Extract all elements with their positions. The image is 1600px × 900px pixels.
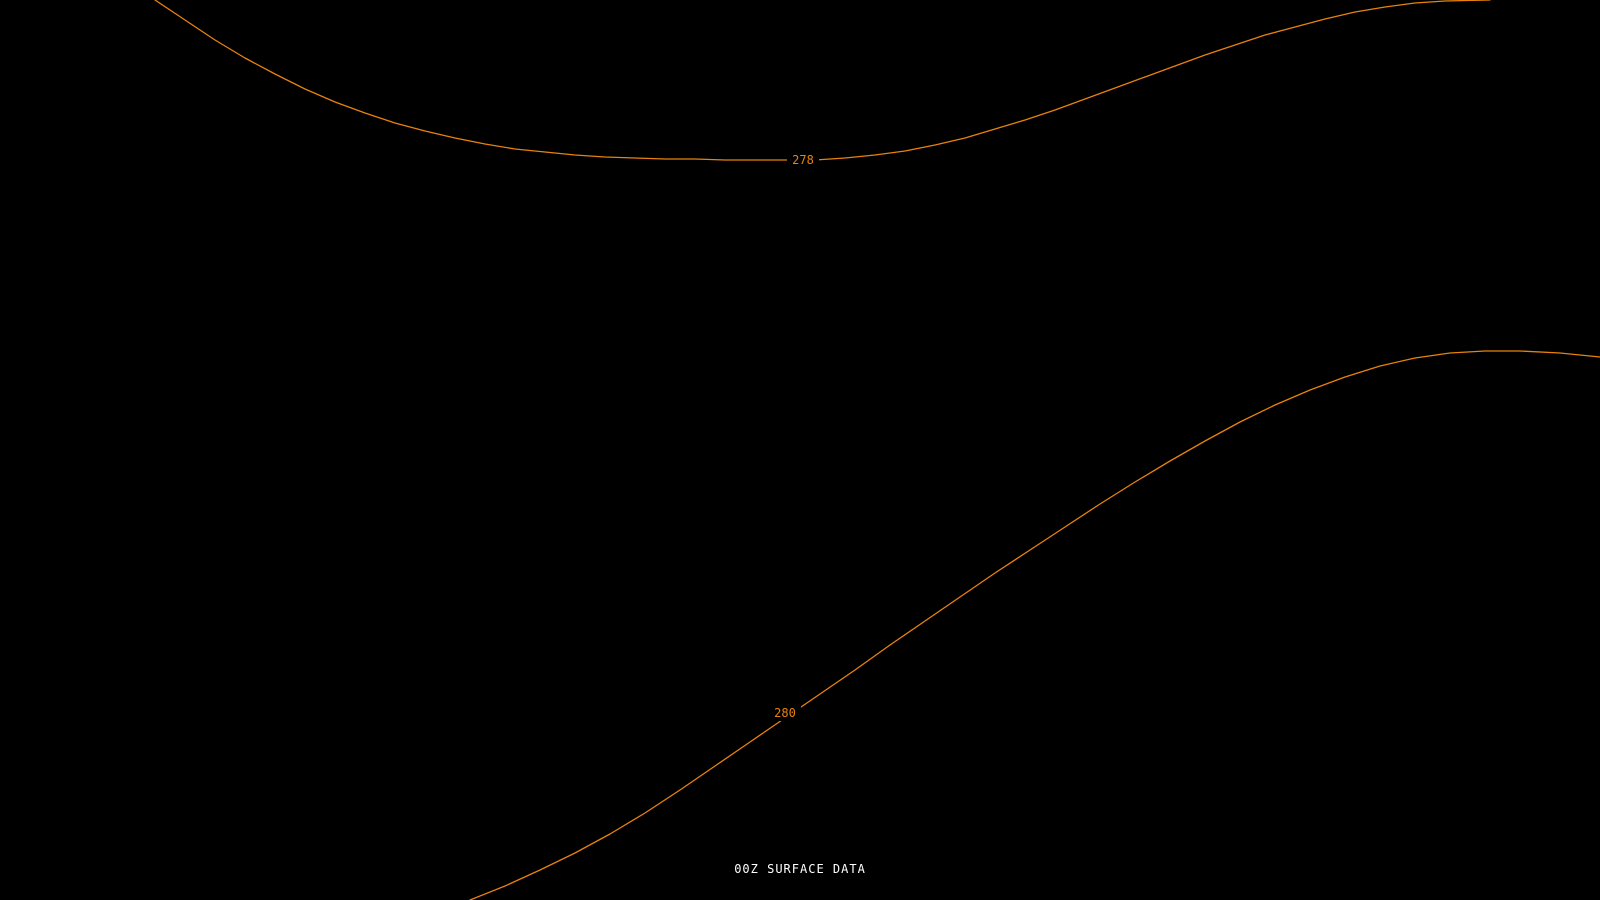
contour-line-280: [469, 350, 1600, 900]
map-footer-caption: 00Z SURFACE DATA: [734, 862, 866, 876]
contour-label-knockout: [769, 705, 801, 721]
contour-line-278: [154, 0, 1491, 161]
contour-label-280: 280: [774, 706, 796, 720]
contour-label-knockout: [787, 152, 819, 168]
contour-label-278: 278: [792, 153, 814, 167]
